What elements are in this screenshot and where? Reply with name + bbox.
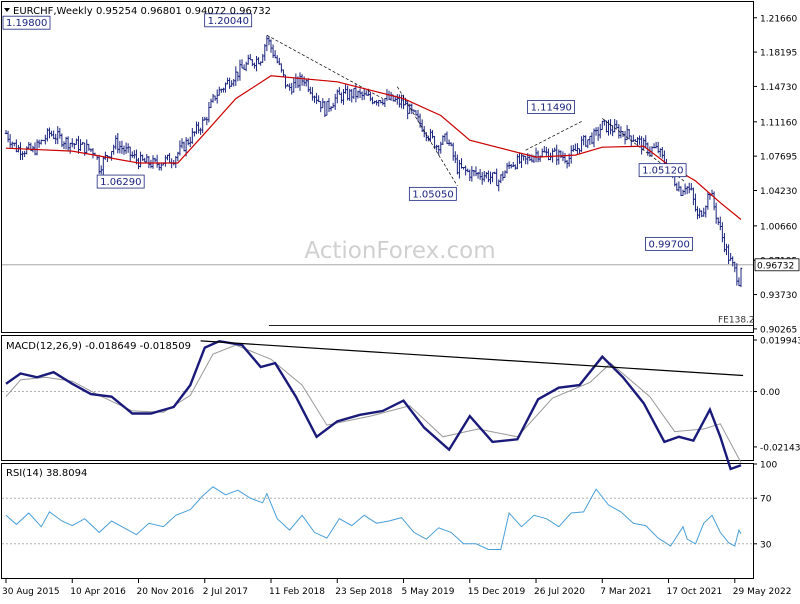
- x-tick-label: 2 Jul 2017: [203, 587, 248, 597]
- swing-label-box: [204, 13, 253, 28]
- x-tick-label: 23 Sep 2018: [335, 587, 392, 597]
- macd-y-tick-label: 0.019943: [760, 337, 800, 347]
- macd-y-tick-label: 0.00: [760, 388, 780, 398]
- x-tick-label: 7 Mar 2021: [600, 587, 651, 597]
- swing-label: 1.05120: [642, 166, 683, 177]
- swing-label: 1.06290: [100, 177, 141, 188]
- macd-pane: 0.019943 0.00 -0.021434: [2, 337, 800, 471]
- swing-label-box: [408, 186, 457, 201]
- rsi-pane-frame: [1, 463, 754, 579]
- macd-line: [5, 339, 742, 471]
- current-price-badge: [754, 258, 800, 272]
- swing-label: 1.05050: [412, 189, 453, 200]
- swing-label: 1.11490: [531, 103, 572, 114]
- price-y-tick-label: 1.18195: [760, 49, 797, 59]
- x-tick-label: 17 Oct 2021: [667, 587, 723, 597]
- rsi-pane: 100 70 30: [2, 461, 777, 550]
- swing-label-box: [96, 174, 145, 189]
- macd-y-tick-label: -0.021434: [760, 443, 800, 453]
- x-tick-label: 10 Apr 2016: [70, 587, 126, 597]
- x-tick-label: 15 Dec 2019: [468, 587, 526, 597]
- swing-label-box: [2, 15, 51, 30]
- price-y-tick-label: 1.11160: [760, 118, 797, 128]
- x-tick-label: 20 Nov 2016: [137, 587, 195, 597]
- price-pane-frame: [1, 1, 754, 333]
- swing-connector: [525, 121, 582, 151]
- rsi-y-tick-label: 30: [760, 540, 772, 550]
- price-y-tick-label: 1.07695: [760, 153, 797, 163]
- macd-pane-frame: [1, 335, 754, 461]
- fe-level-label: FE138.2: [718, 316, 755, 326]
- swing-label: 0.99700: [649, 239, 690, 250]
- x-tick-label: 29 May 2022: [733, 587, 792, 597]
- current-price-label: 0.96732: [757, 261, 794, 271]
- price-y-tick-label: 1.04230: [760, 187, 797, 197]
- price-y-tick-label: 1.14730: [760, 83, 797, 93]
- symbol-label: EURCHF,Weekly: [13, 6, 93, 17]
- price-pane: 1.21660 1.18195 1.14730 1.11160 1.07695 1.042…: [2, 13, 800, 335]
- macd-trendline: [200, 340, 744, 377]
- ohlc-label: 0.95254 0.96801 0.94072 0.96732: [96, 6, 271, 17]
- swing-label: 1.19800: [6, 18, 47, 29]
- x-axis: 30 Aug 2015 10 Apr 2016 20 Nov 2016 2 Jul 2…: [2, 579, 791, 597]
- x-tick-label: 11 Feb 2018: [269, 587, 325, 597]
- rsi-y-tick-label: 100: [760, 461, 777, 471]
- rsi-label: RSI(14) 38.8094: [6, 468, 87, 479]
- rsi-line: [5, 486, 742, 550]
- x-tick-label: 30 Aug 2015: [2, 587, 60, 597]
- watermark: ActionForex.com: [304, 238, 495, 264]
- swing-label-box: [527, 100, 575, 114]
- swing-label: 1.20040: [208, 16, 249, 27]
- price-y-tick-label: 0.90265: [760, 325, 797, 335]
- swing-label-box: [645, 236, 693, 251]
- rsi-y-tick-label: 70: [760, 495, 772, 505]
- macd-signal-line: [5, 344, 742, 463]
- swing-label-box: [638, 163, 687, 178]
- macd-label: MACD(12,26,9) -0.018649 -0.018509: [6, 341, 191, 352]
- price-y-tick-label: 1.21660: [760, 14, 797, 24]
- dropdown-triangle-icon[interactable]: [4, 8, 10, 12]
- price-y-tick-label: 0.93730: [760, 291, 797, 301]
- price-y-tick-label: 1.00660: [760, 222, 797, 232]
- x-tick-label: 5 May 2019: [402, 587, 455, 597]
- swing-connector: [397, 86, 458, 187]
- x-tick-label: 26 Jul 2020: [534, 587, 585, 597]
- moving-average-line: [5, 75, 742, 220]
